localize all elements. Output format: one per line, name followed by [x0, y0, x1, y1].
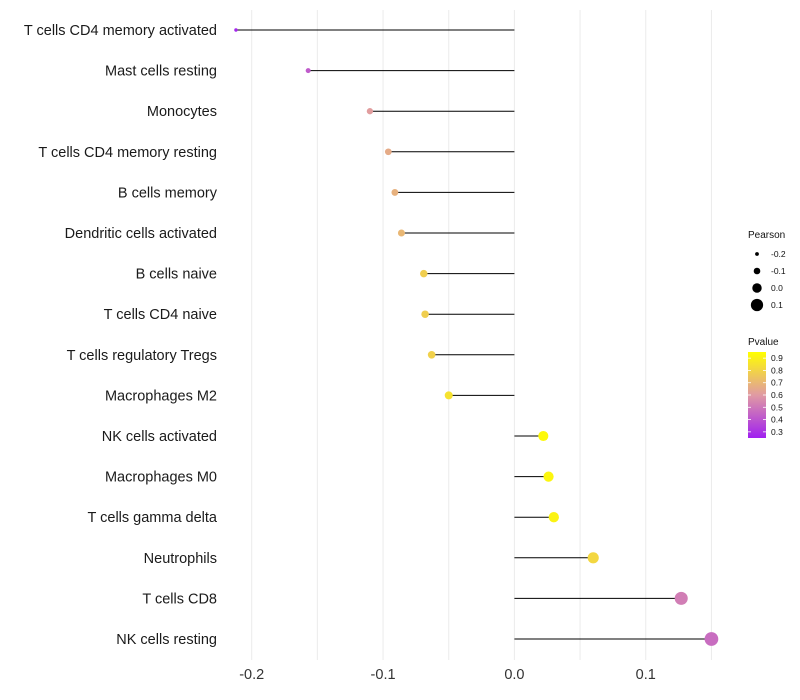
- lollipop-point: [234, 28, 238, 32]
- category-label: Macrophages M2: [105, 388, 217, 404]
- color-legend: Pvalue 0.9 0.8 0.7 0.6 0.5 0.4 0.3: [748, 337, 783, 438]
- category-label: T cells gamma delta: [88, 510, 218, 526]
- color-legend-label: 0.6: [771, 390, 783, 400]
- x-tick-label-layer: -0.2 -0.1 0.0 0.1: [239, 667, 656, 683]
- x-tick-label: -0.2: [239, 667, 264, 683]
- lollipop-point: [384, 148, 392, 156]
- category-label: Macrophages M0: [105, 470, 217, 486]
- lollipop-point: [444, 391, 453, 400]
- lollipop-point: [420, 269, 428, 278]
- x-tick-label: -0.1: [371, 667, 396, 683]
- category-label: NK cells resting: [116, 632, 217, 648]
- category-label: T cells regulatory Tregs: [67, 348, 217, 364]
- x-tick-label: 0.0: [504, 667, 524, 683]
- size-legend-label: -0.2: [771, 249, 786, 259]
- color-legend-bar: [748, 352, 766, 438]
- category-label-layer: T cells CD4 memory activated Mast cells r…: [24, 23, 218, 648]
- size-legend-key: [755, 252, 759, 256]
- color-legend-label: 0.5: [771, 402, 783, 412]
- category-label: B cells memory: [118, 185, 218, 201]
- color-legend-label: 0.7: [771, 378, 783, 388]
- lollipop-point: [674, 591, 688, 605]
- lollipop-point: [366, 108, 374, 115]
- color-legend-label: 0.8: [771, 365, 783, 375]
- lollipop-point: [391, 188, 399, 196]
- lollipop-point: [421, 310, 429, 318]
- category-label: T cells CD4 memory activated: [24, 23, 217, 39]
- size-legend-label: 0.0: [771, 283, 783, 293]
- stem-layer: [235, 29, 712, 640]
- size-legend-label: -0.1: [771, 266, 786, 276]
- color-legend-label: 0.9: [771, 353, 783, 363]
- category-label: Monocytes: [147, 104, 217, 120]
- lollipop-point: [397, 229, 405, 237]
- color-legend-label: 0.4: [771, 415, 783, 425]
- lollipop-point: [305, 68, 311, 74]
- category-label: T cells CD8: [142, 591, 217, 607]
- category-label: Mast cells resting: [105, 64, 217, 80]
- lollipop-point: [548, 512, 559, 523]
- category-label: Dendritic cells activated: [65, 226, 217, 242]
- grid-layer: [251, 10, 712, 660]
- point-layer: [234, 28, 719, 646]
- color-legend-label: 0.3: [771, 427, 783, 437]
- size-legend-key: [753, 267, 761, 275]
- category-label: NK cells activated: [102, 429, 217, 445]
- size-legend-key: [752, 283, 762, 293]
- lollipop-point: [587, 552, 599, 564]
- color-legend-title: Pvalue: [748, 337, 779, 348]
- lollipop-point: [543, 471, 554, 482]
- size-legend-label: 0.1: [771, 300, 783, 310]
- category-label: T cells CD4 naive: [104, 307, 217, 323]
- size-legend-title: Pearson: [748, 230, 785, 241]
- category-label: Neutrophils: [144, 551, 217, 567]
- x-tick-label: 0.1: [636, 667, 656, 683]
- category-label: T cells CD4 memory resting: [38, 145, 217, 161]
- lollipop-point: [704, 632, 719, 646]
- lollipop-point: [538, 430, 549, 442]
- lollipop-point: [427, 350, 436, 359]
- category-label: B cells naive: [136, 267, 217, 283]
- size-legend: Pearson -0.2 -0.1 0.0 0.1: [748, 230, 786, 312]
- size-legend-key: [750, 298, 764, 312]
